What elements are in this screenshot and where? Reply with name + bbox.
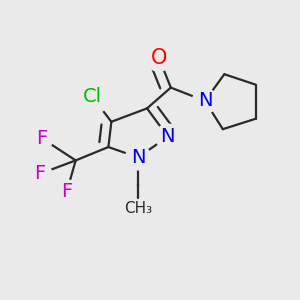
Text: F: F <box>36 129 47 148</box>
Text: F: F <box>61 182 72 201</box>
Text: Cl: Cl <box>82 87 102 106</box>
Circle shape <box>146 44 172 71</box>
Text: N: N <box>198 92 212 110</box>
Circle shape <box>193 88 217 113</box>
Text: N: N <box>160 127 175 146</box>
Circle shape <box>30 127 53 150</box>
Circle shape <box>74 79 110 114</box>
Text: O: O <box>151 48 167 68</box>
Circle shape <box>28 162 52 185</box>
Circle shape <box>55 180 78 203</box>
Text: F: F <box>34 164 46 183</box>
Circle shape <box>126 145 151 170</box>
Text: N: N <box>131 148 146 167</box>
Text: CH₃: CH₃ <box>124 201 152 216</box>
Circle shape <box>155 124 180 149</box>
